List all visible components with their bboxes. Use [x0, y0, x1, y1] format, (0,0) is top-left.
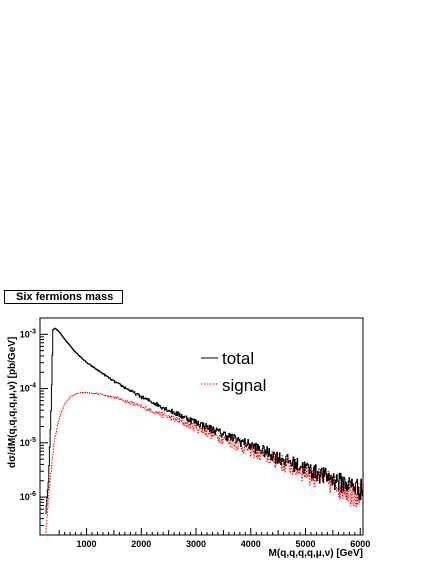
y-axis-label: dσ/dM(q,q,q,q,μ,ν) [pb/GeV] [7, 337, 18, 468]
y-tick-label: 10-5 [20, 437, 36, 448]
series-total-line [45, 327, 364, 514]
axes-group: 1000 2000 3000 4000 5000 6000 10-6 10-5 10-4 10-3 [20, 317, 370, 549]
legend: total signal [201, 349, 266, 395]
x-tick-label: 4000 [241, 539, 261, 549]
chart-title: Six fermions mass [4, 290, 123, 304]
y-tick-label: 10-4 [20, 383, 36, 394]
x-tick-label: 3000 [186, 539, 206, 549]
x-tick-label: 1000 [77, 539, 97, 549]
series-total-group [45, 327, 364, 514]
y-tick-label: 10-3 [20, 328, 36, 339]
x-tick-label: 5000 [296, 539, 316, 549]
plot-frame [39, 317, 364, 536]
series-signal-group [45, 391, 364, 536]
y-tick-label: 10-6 [20, 491, 36, 502]
legend-signal-label: signal [222, 376, 266, 395]
legend-total-label: total [222, 349, 254, 368]
x-tick-label: 6000 [350, 539, 370, 549]
x-axis-label: M(q,q,q,q,μ,ν) [GeV] [269, 548, 363, 559]
series-signal-line [45, 391, 364, 536]
x-tick-label: 2000 [131, 539, 151, 549]
